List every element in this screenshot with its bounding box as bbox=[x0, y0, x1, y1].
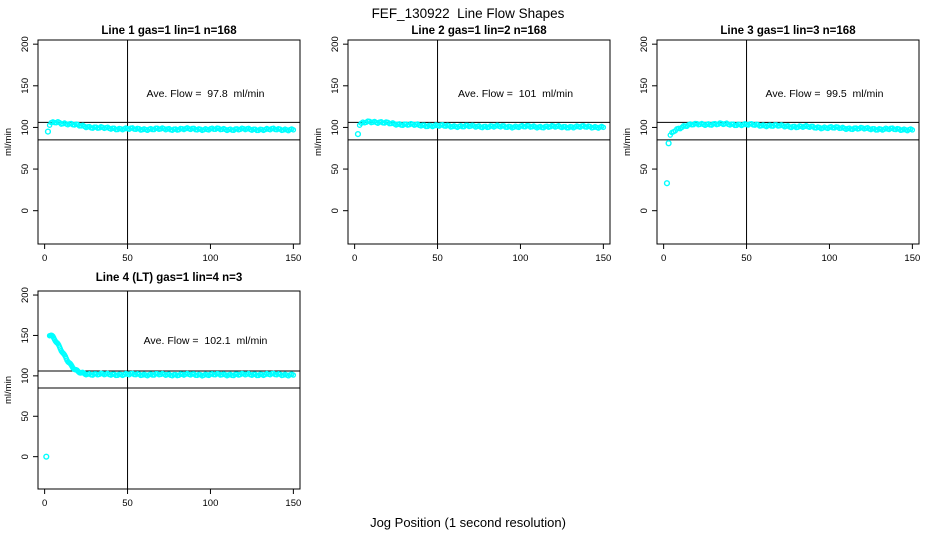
y-axis-label: ml/min bbox=[622, 128, 633, 156]
plot-line-1: 0 50 100 150 0 50 100 150 200 ml/min bbox=[3, 36, 301, 264]
y-tick-label: 100 bbox=[20, 119, 31, 135]
ave-flow-annotation-line-3: Ave. Flow = 99.5 ml/min bbox=[765, 88, 884, 100]
panel-title-line-3: Line 3 gas=1 lin=3 n=168 bbox=[720, 25, 856, 37]
y-tick-label: 200 bbox=[20, 36, 31, 52]
y-tick-label: 150 bbox=[639, 78, 650, 94]
y-tick-label: 100 bbox=[330, 119, 341, 135]
x-tick-label: 50 bbox=[122, 253, 133, 264]
panel-title-line-2: Line 2 gas=1 lin=2 n=168 bbox=[411, 25, 547, 37]
x-tick-label: 50 bbox=[122, 498, 133, 509]
y-tick-label: 200 bbox=[330, 36, 341, 52]
y-tick-label: 50 bbox=[639, 164, 650, 175]
y-axis-label: ml/min bbox=[3, 376, 14, 404]
panel-line-4: Line 4 (LT) gas=1 lin=4 n=3 0 50 100 150 0 50… bbox=[0, 272, 312, 527]
panel-title-line-4: Line 4 (LT) gas=1 lin=4 n=3 bbox=[95, 272, 243, 284]
y-tick-label: 150 bbox=[20, 328, 31, 344]
x-tick-label: 100 bbox=[513, 253, 529, 264]
x-tick-label: 100 bbox=[203, 498, 219, 509]
y-tick-label: 200 bbox=[20, 287, 31, 303]
plot-line-4: 0 50 100 150 0 50 100 150 200 ml/min bbox=[3, 287, 301, 509]
panel-line-1: Line 1 gas=1 lin=1 n=168 0 50 100 150 0 50 100… bbox=[0, 25, 312, 275]
x-tick-label: 150 bbox=[595, 253, 611, 264]
x-tick-label: 150 bbox=[285, 498, 301, 509]
x-tick-label: 50 bbox=[432, 253, 443, 264]
x-tick-label: 150 bbox=[285, 253, 301, 264]
x-tick-label: 0 bbox=[42, 253, 47, 264]
x-tick-label: 100 bbox=[203, 253, 219, 264]
y-tick-label: 50 bbox=[20, 411, 31, 422]
y-tick-label: 50 bbox=[20, 164, 31, 175]
y-tick-label: 200 bbox=[639, 36, 650, 52]
x-axis-figure-label: Jog Position (1 second resolution) bbox=[370, 515, 566, 530]
y-axis-label: ml/min bbox=[313, 128, 324, 156]
panel-line-3: Line 3 gas=1 lin=3 n=168 0 50 100 150 0 50 100… bbox=[619, 25, 931, 275]
y-tick-label: 0 bbox=[20, 208, 31, 213]
y-axis-label: ml/min bbox=[3, 128, 14, 156]
y-tick-label: 50 bbox=[330, 164, 341, 175]
x-tick-label: 150 bbox=[904, 253, 920, 264]
y-tick-label: 0 bbox=[20, 454, 31, 459]
x-tick-label: 0 bbox=[661, 253, 666, 264]
y-tick-label: 150 bbox=[330, 78, 341, 94]
x-tick-label: 0 bbox=[352, 253, 357, 264]
y-tick-label: 100 bbox=[20, 368, 31, 384]
y-tick-label: 0 bbox=[330, 208, 341, 213]
ave-flow-annotation-line-2: Ave. Flow = 101 ml/min bbox=[457, 88, 574, 100]
ave-flow-annotation-line-4: Ave. Flow = 102.1 ml/min bbox=[143, 335, 268, 347]
ave-flow-annotation-line-1: Ave. Flow = 97.8 ml/min bbox=[146, 88, 265, 100]
x-tick-label: 50 bbox=[741, 253, 752, 264]
y-tick-label: 0 bbox=[639, 208, 650, 213]
y-tick-label: 100 bbox=[639, 119, 650, 135]
x-tick-label: 100 bbox=[822, 253, 838, 264]
panel-title-line-1: Line 1 gas=1 lin=1 n=168 bbox=[101, 25, 237, 37]
plot-line-2: 0 50 100 150 0 50 100 150 200 ml/min bbox=[313, 36, 611, 264]
panel-line-2: Line 2 gas=1 lin=2 n=168 0 50 100 150 0 50 100… bbox=[310, 25, 622, 275]
x-tick-label: 0 bbox=[42, 498, 47, 509]
y-tick-label: 150 bbox=[20, 78, 31, 94]
figure-title: FEF_130922 Line Flow Shapes bbox=[371, 6, 565, 21]
plot-line-3: 0 50 100 150 0 50 100 150 200 ml/min bbox=[622, 36, 920, 264]
